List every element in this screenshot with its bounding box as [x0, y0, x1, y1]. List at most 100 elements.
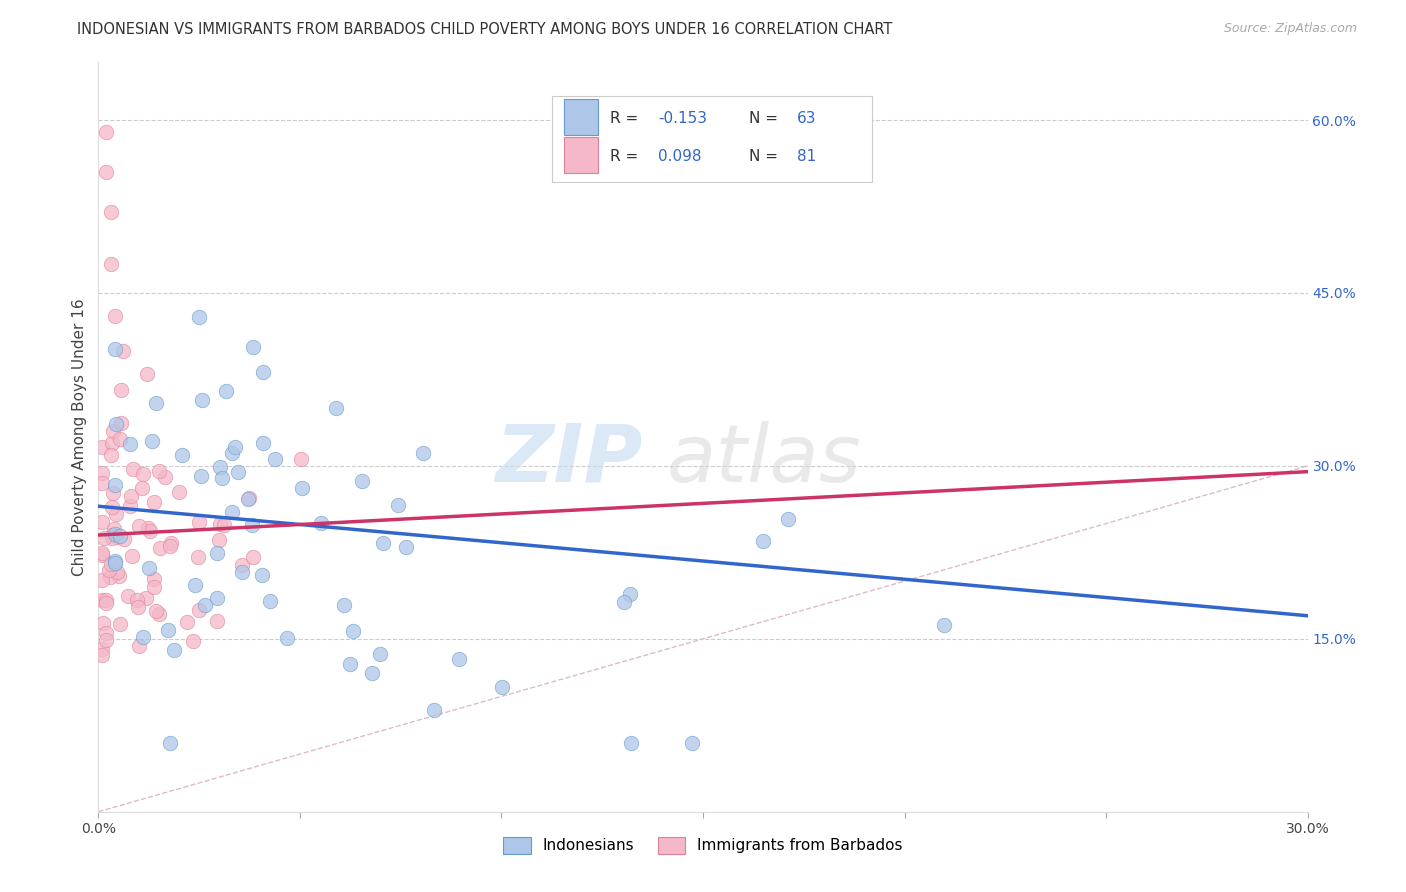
Point: [103, 522, 125, 536]
Point: [108, 569, 131, 583]
Legend: Indonesians, Immigrants from Barbados: Indonesians, Immigrants from Barbados: [498, 830, 908, 860]
Point: [259, 594, 281, 608]
Point: [128, 640, 150, 654]
Point: [91, 515, 114, 529]
Point: [263, 452, 285, 467]
Point: [91, 466, 114, 480]
Point: [91, 641, 114, 656]
Point: [94, 626, 117, 640]
Point: [187, 515, 209, 529]
Text: 81: 81: [797, 149, 817, 163]
Point: [190, 469, 212, 483]
Point: [209, 460, 232, 475]
Point: [242, 340, 264, 354]
Point: [103, 342, 125, 356]
Point: [207, 591, 229, 605]
Point: [131, 630, 153, 644]
Point: [176, 615, 198, 629]
FancyBboxPatch shape: [564, 99, 598, 135]
FancyBboxPatch shape: [564, 136, 598, 172]
Point: [96, 125, 118, 139]
Point: [159, 539, 181, 553]
Point: [96, 596, 118, 610]
Point: [240, 517, 263, 532]
Point: [97, 564, 120, 578]
Point: [142, 495, 165, 509]
Point: [94, 592, 117, 607]
Point: [103, 478, 125, 492]
Point: [101, 486, 124, 500]
Text: atlas: atlas: [666, 420, 862, 499]
Point: [104, 507, 127, 521]
Point: [291, 481, 314, 495]
Point: [100, 557, 122, 571]
Point: [194, 598, 217, 612]
Point: [187, 603, 209, 617]
Point: [111, 343, 134, 358]
Point: [752, 533, 775, 548]
Point: [93, 616, 115, 631]
Text: Source: ZipAtlas.com: Source: ZipAtlas.com: [1223, 22, 1357, 36]
Text: ZIP: ZIP: [495, 420, 643, 499]
Point: [135, 591, 157, 605]
Text: 0.098: 0.098: [658, 149, 702, 163]
Point: [103, 556, 125, 570]
Point: [91, 593, 114, 607]
Point: [110, 432, 132, 446]
Point: [395, 540, 418, 554]
Point: [311, 516, 333, 530]
Point: [361, 666, 384, 681]
Point: [101, 424, 124, 438]
Point: [412, 446, 434, 460]
Point: [105, 417, 128, 432]
Point: [224, 440, 246, 454]
Point: [120, 489, 142, 503]
Point: [145, 604, 167, 618]
Point: [91, 648, 114, 662]
Point: [108, 617, 131, 632]
Point: [110, 416, 132, 430]
Point: [352, 474, 374, 488]
Point: [105, 565, 128, 579]
Point: [221, 446, 243, 460]
Point: [110, 384, 132, 398]
Point: [276, 632, 298, 646]
Point: [242, 549, 264, 564]
Point: [325, 401, 347, 416]
Point: [121, 462, 143, 476]
Point: [226, 465, 249, 479]
Point: [148, 464, 170, 478]
Point: [205, 546, 228, 560]
Point: [93, 531, 115, 545]
Point: [159, 536, 181, 550]
Point: [491, 680, 513, 694]
Point: [373, 535, 395, 549]
Point: [387, 498, 409, 512]
Point: [208, 516, 231, 531]
Point: [91, 440, 114, 454]
Point: [135, 367, 157, 381]
Point: [118, 499, 141, 513]
Point: [103, 309, 125, 323]
Point: [120, 436, 142, 450]
Point: [101, 436, 124, 450]
Point: [138, 561, 160, 575]
Point: [145, 396, 167, 410]
Point: [252, 435, 274, 450]
Point: [105, 530, 128, 544]
Point: [121, 549, 143, 564]
Point: [214, 518, 236, 533]
Point: [148, 607, 170, 621]
Point: [236, 491, 259, 506]
Point: [117, 589, 139, 603]
Point: [190, 393, 212, 408]
Point: [252, 568, 274, 582]
Point: [112, 532, 135, 546]
Point: [104, 527, 127, 541]
Point: [221, 505, 243, 519]
Point: [153, 469, 176, 483]
Point: [231, 558, 253, 573]
Point: [681, 735, 703, 749]
Point: [132, 467, 155, 481]
Point: [290, 451, 312, 466]
